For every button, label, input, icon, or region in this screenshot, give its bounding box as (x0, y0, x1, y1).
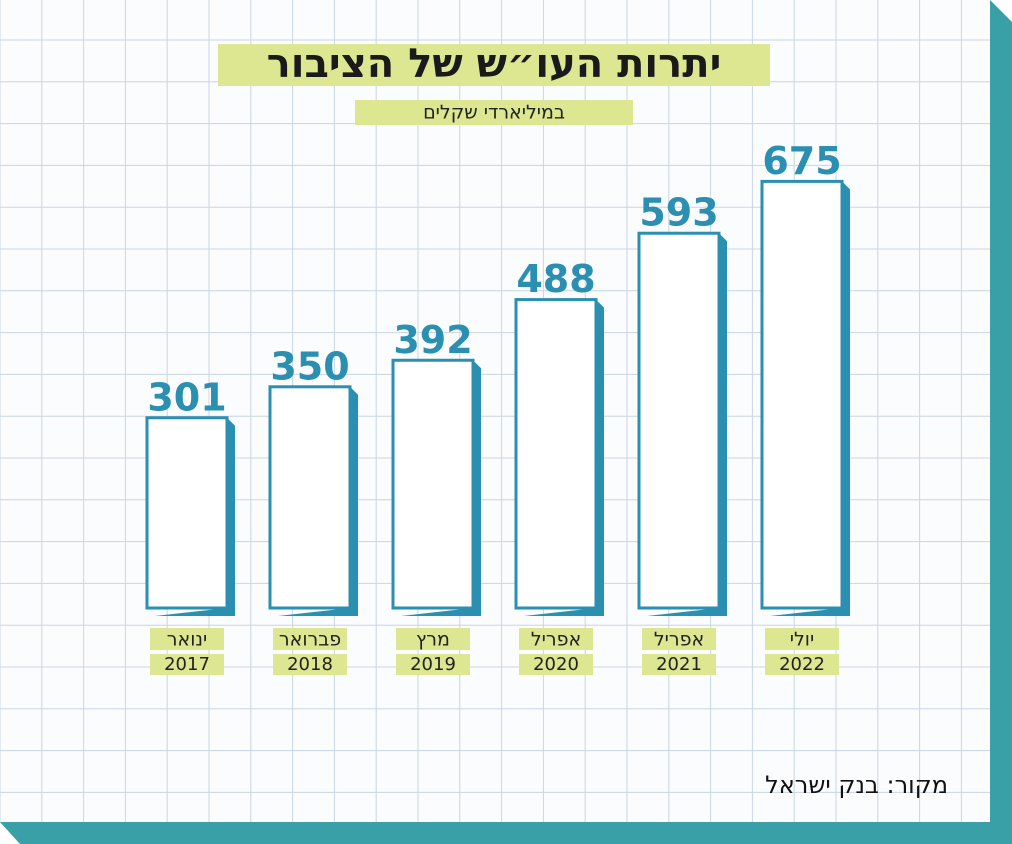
frame-bottom (0, 822, 1012, 844)
label-highlight (642, 628, 716, 650)
x-tick-label: ינואר (167, 629, 207, 651)
label-highlight (765, 628, 839, 650)
value-label: 593 (639, 191, 718, 235)
x-tick-sublabel: 2021 (656, 654, 702, 675)
x-tick-label: פברואר (279, 629, 341, 651)
label-highlight (765, 654, 839, 675)
label-highlight (150, 654, 224, 675)
title-highlight (218, 44, 770, 86)
value-label: 350 (270, 344, 349, 388)
label-highlight (519, 628, 593, 650)
source: מקור: בנק ישראל (765, 771, 948, 799)
x-tick-sublabel: 2020 (533, 654, 579, 675)
chart-subtitle: במיליארדי שקלים (423, 102, 565, 124)
bar (514, 298, 598, 610)
label-highlight (396, 628, 470, 650)
value-label: 488 (516, 257, 595, 301)
bar (391, 358, 475, 610)
label-highlight (396, 654, 470, 675)
value-label: 392 (393, 318, 472, 362)
bar (637, 231, 721, 610)
chart-title: יתרות העו״ש של הציבור (267, 41, 722, 87)
bar (268, 385, 352, 610)
x-tick-label: אפריל (531, 629, 581, 651)
x-tick-sublabel: 2018 (287, 654, 333, 675)
label-highlight (519, 654, 593, 675)
bar (760, 179, 844, 610)
frame-right (990, 0, 1012, 844)
subtitle-highlight (355, 100, 633, 125)
x-tick-label: יולי (790, 629, 814, 651)
x-tick-sublabel: 2022 (779, 654, 825, 675)
label-highlight (273, 654, 347, 675)
value-label: 301 (147, 375, 226, 419)
x-tick-sublabel: 2019 (410, 654, 456, 675)
bar (145, 416, 229, 610)
value-label: 675 (762, 139, 841, 183)
x-tick-label: אפריל (654, 629, 704, 651)
label-highlight (150, 628, 224, 650)
x-tick-sublabel: 2017 (164, 654, 210, 675)
label-highlight (273, 628, 347, 650)
label-highlight (642, 654, 716, 675)
x-tick-label: מרץ (416, 629, 450, 651)
